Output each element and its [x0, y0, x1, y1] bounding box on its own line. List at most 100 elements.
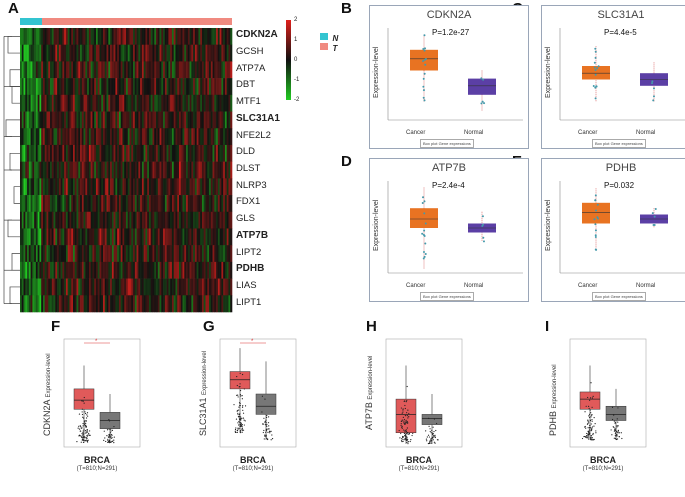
heatmap-cell: [184, 144, 187, 162]
heatmap-cell: [196, 228, 199, 246]
heatmap-cell: [186, 178, 189, 196]
heatmap-cell: [73, 161, 76, 179]
heatmap-cell: [175, 295, 178, 313]
heatmap-cell: [57, 78, 60, 96]
heatmap-cell: [168, 278, 171, 296]
heatmap-cell: [157, 245, 160, 263]
tumor-annotation-bar: [42, 18, 232, 25]
heatmap-cell: [203, 245, 206, 263]
heatmap-cell: [58, 278, 61, 296]
heatmap-cell: [205, 211, 208, 229]
heatmap-cell: [55, 261, 58, 279]
heatmap-cell: [64, 111, 67, 129]
tumor-point: [401, 440, 403, 443]
heatmap-cell: [124, 245, 127, 263]
heatmap-cell: [171, 94, 174, 112]
heatmap-cell: [99, 178, 102, 196]
heatmap-cell: [224, 295, 227, 313]
heatmap-cell: [136, 195, 139, 213]
heatmap-cell: [217, 61, 220, 79]
heatmap-cell: [76, 245, 79, 263]
heatmap-cell: [226, 295, 229, 313]
tumor-point: [588, 426, 591, 429]
heatmap-cell: [76, 61, 79, 79]
heatmap-cell: [28, 245, 31, 263]
heatmap-cell: [129, 144, 132, 162]
heatmap-cell: [148, 144, 152, 162]
heatmap-cell: [209, 44, 212, 62]
heatmap-cell: [113, 111, 116, 129]
heatmap-cell: [74, 278, 77, 296]
heatmap-cell: [73, 178, 76, 196]
heatmap-cell: [23, 245, 26, 263]
heatmap-cell: [62, 78, 65, 96]
tumor-point: [84, 440, 86, 442]
heatmap-cell: [187, 195, 190, 213]
normal-point: [109, 435, 111, 437]
heatmap-cell: [78, 245, 81, 263]
heatmap-cell: [35, 111, 38, 129]
heatmap-cell: [110, 195, 113, 213]
heatmap-cell: [212, 128, 215, 146]
heatmap-cell: [28, 295, 31, 313]
heatmap-cell: [104, 111, 107, 129]
heatmap-cell: [207, 28, 210, 46]
heatmap-cell: [134, 261, 137, 279]
heatmap-cell: [212, 94, 215, 112]
heatmap-cell: [92, 44, 95, 62]
heatmap-cell: [230, 94, 233, 112]
heatmap-cell: [53, 228, 56, 246]
heatmap-cell: [168, 78, 171, 96]
heatmap-cell: [23, 278, 26, 296]
normal-point: [616, 435, 618, 437]
normal-point: [266, 423, 268, 425]
scale-tick: 1: [294, 37, 298, 43]
heatmap-cell: [32, 211, 35, 229]
heatmap-cell: [88, 94, 91, 112]
heatmap-cell: [90, 178, 93, 196]
heatmap-cell: [21, 144, 24, 162]
tumor-point: [240, 416, 242, 418]
heatmap-cell: [118, 144, 121, 162]
heatmap-cell: [50, 178, 53, 196]
heatmap-cell: [184, 261, 187, 279]
normal-point: [105, 440, 107, 443]
heatmap-cell: [53, 111, 56, 129]
heatmap-cell: [140, 245, 143, 263]
tumor-point: [239, 413, 241, 415]
heatmap-cell: [217, 144, 220, 162]
heatmap-cell: [94, 61, 97, 79]
heatmap-cell: [205, 28, 208, 46]
normal-point: [616, 425, 618, 427]
heatmap-cell: [55, 44, 58, 62]
heatmap-cell: [184, 295, 187, 313]
heatmap-cell: [113, 144, 116, 162]
tumor-point: [405, 401, 407, 403]
heatmap-cell: [67, 278, 70, 296]
brca-boxplot: [385, 338, 463, 448]
normal-point: [480, 102, 483, 105]
normal-point: [103, 439, 105, 441]
heatmap-cell: [122, 94, 125, 112]
heatmap-cell: [76, 295, 79, 313]
plot-frame: [385, 338, 463, 448]
heatmap-cell: [85, 128, 88, 146]
heatmap-cell: [122, 144, 125, 162]
heatmap-cell: [35, 78, 38, 96]
heatmap-cell: [203, 211, 206, 229]
tumor-point: [401, 419, 403, 421]
heatmap-cell: [101, 278, 104, 296]
normal-point: [613, 430, 616, 432]
heatmap-cell: [177, 245, 180, 263]
heatmap-cell: [58, 128, 61, 146]
heatmap-cell: [212, 111, 215, 129]
cancer-point: [422, 89, 425, 92]
gepia-gene-title: CDKN2A: [426, 9, 472, 21]
tumor-point: [407, 443, 409, 445]
heatmap-cell: [101, 161, 104, 179]
heatmap-cell: [217, 94, 220, 112]
heatmap-cell: [228, 228, 231, 246]
heatmap-cell: [126, 195, 129, 213]
heatmap-cell: [64, 61, 67, 79]
heatmap-cell: [180, 261, 183, 279]
